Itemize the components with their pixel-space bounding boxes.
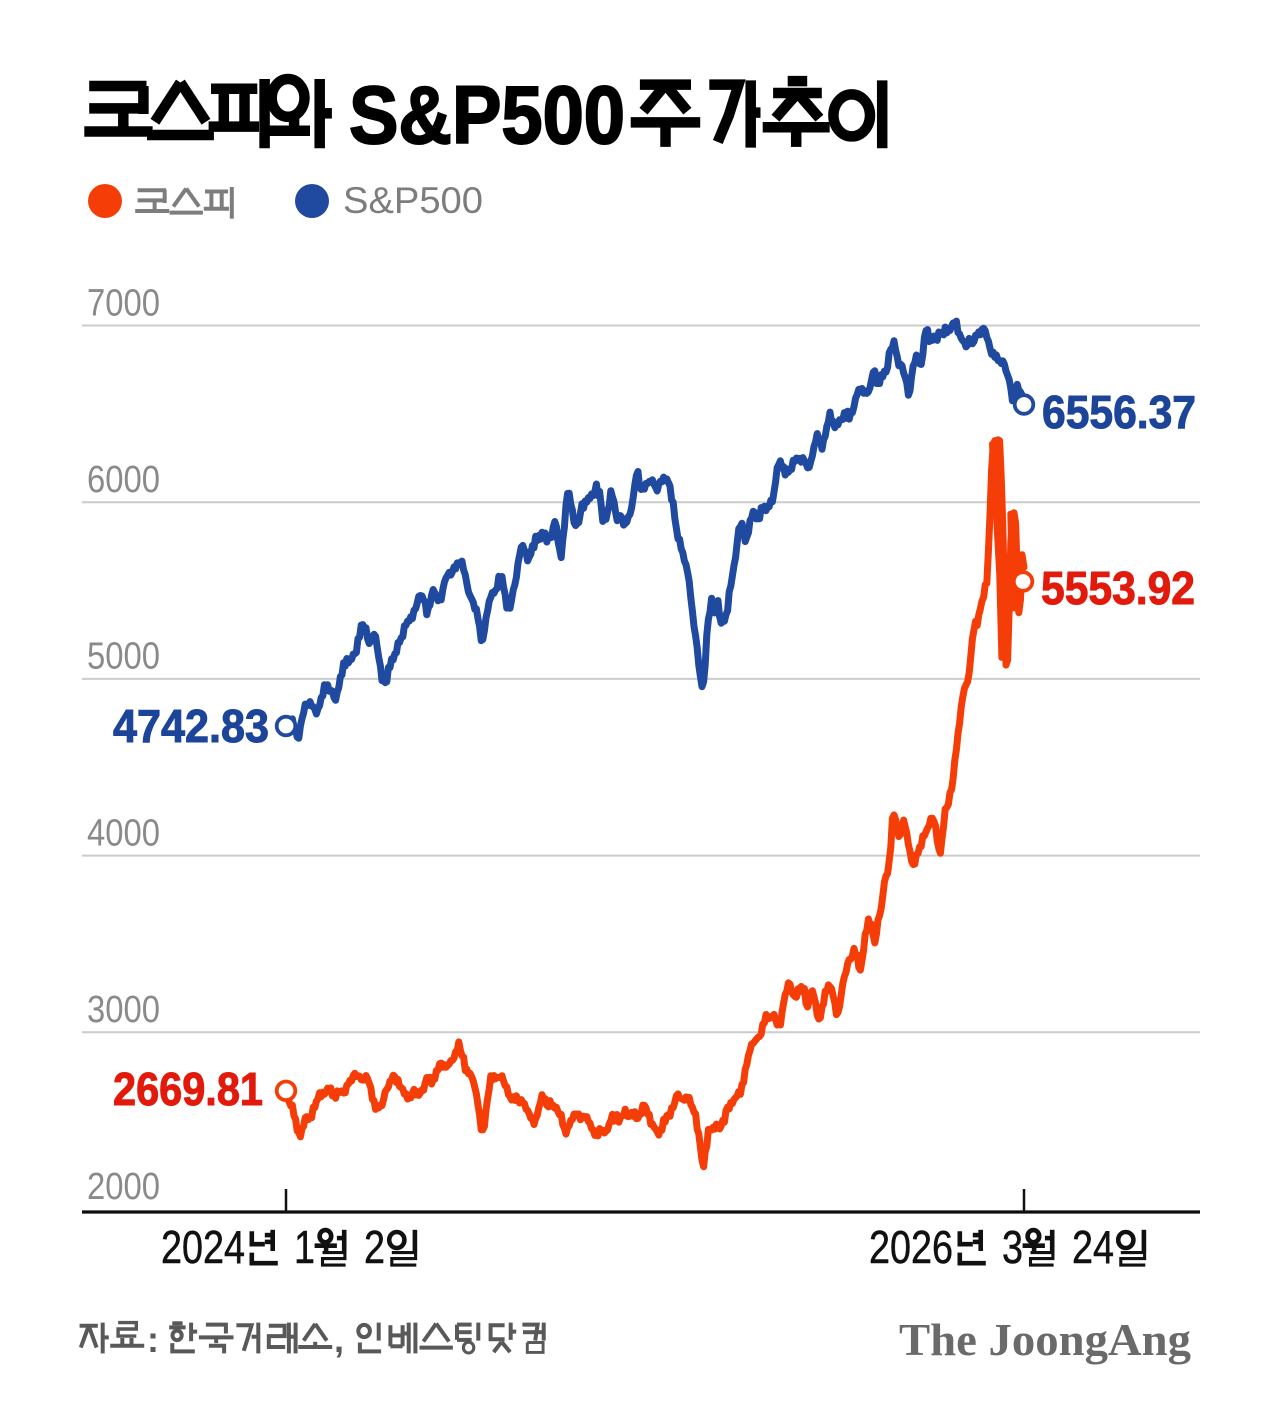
svg-text:,: , [334,1319,344,1360]
svg-text:3000: 3000 [87,989,160,1031]
svg-text:5000: 5000 [87,636,160,678]
svg-text:5553.92: 5553.92 [1041,562,1195,614]
svg-text:2000: 2000 [87,1166,160,1208]
svg-text::: : [147,1319,159,1360]
svg-text:2: 2 [364,1221,385,1273]
svg-text:2669.81: 2669.81 [113,1063,263,1115]
svg-text:2024: 2024 [161,1221,245,1273]
svg-text:4742.83: 4742.83 [113,700,269,752]
svg-text:24: 24 [1072,1221,1114,1273]
svg-text:The JoongAng: The JoongAng [899,1314,1191,1365]
svg-text:S&P500: S&P500 [343,180,483,221]
svg-text:3: 3 [1002,1221,1023,1273]
svg-text:4000: 4000 [87,812,160,854]
svg-text:6000: 6000 [87,459,160,501]
svg-text:1: 1 [294,1221,315,1273]
svg-text:7000: 7000 [87,282,160,324]
svg-text:S&P500: S&P500 [349,70,625,161]
svg-text:2026: 2026 [869,1221,953,1273]
svg-text:6556.37: 6556.37 [1042,386,1196,438]
